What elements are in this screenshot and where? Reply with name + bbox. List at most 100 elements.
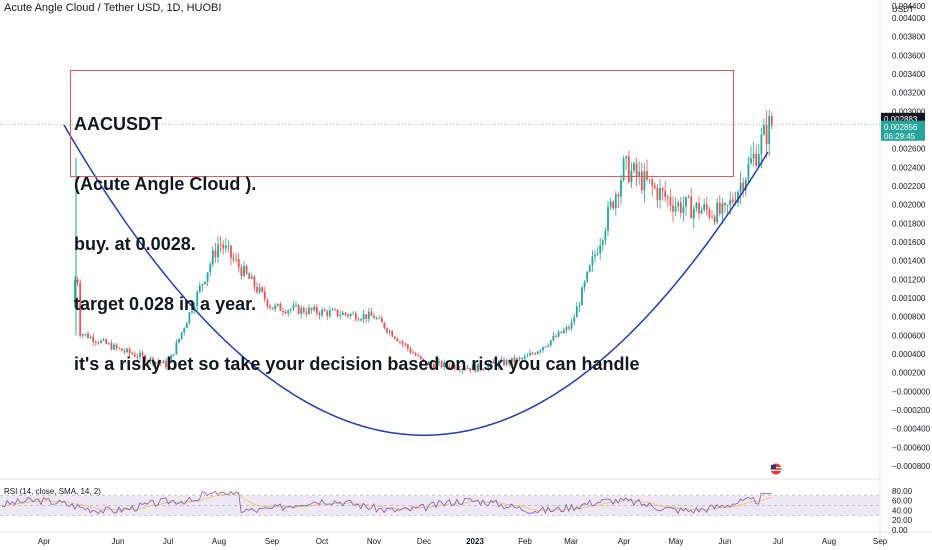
candle-body [695, 202, 698, 209]
time-tick-label: Jun [112, 537, 125, 546]
candle-body [651, 179, 654, 186]
candle-body [726, 205, 729, 207]
candle-body [633, 163, 635, 171]
candle-body [682, 206, 685, 213]
candle-body [149, 357, 152, 361]
candle-body [217, 244, 219, 258]
candle-body [750, 158, 752, 164]
candle-body [126, 348, 128, 353]
candle-body [302, 307, 305, 313]
price-tick-label: −0.000600 [892, 443, 931, 452]
candle-body [607, 206, 609, 231]
candle-body [417, 355, 420, 357]
candle-body [295, 305, 297, 307]
rsi-tick-label: 40.00 [892, 506, 913, 515]
time-tick-label: Sep [265, 537, 280, 546]
candle-body [627, 156, 630, 183]
candle-body [445, 362, 448, 367]
candle-body [367, 311, 370, 319]
candle-body [113, 344, 115, 350]
price-tick-label: 0.002600 [892, 145, 926, 154]
candle-body [458, 369, 461, 371]
candle-body [643, 171, 646, 191]
candle-body [354, 313, 357, 320]
candle-body [313, 306, 316, 311]
candle-body [365, 314, 368, 319]
annotation-box[interactable] [70, 70, 734, 177]
candle-body [659, 188, 661, 200]
candle-body [760, 134, 763, 155]
candle-body [737, 191, 739, 203]
candle-body [404, 343, 407, 345]
candle-body [708, 209, 711, 217]
candle-body [100, 340, 102, 344]
time-axis: Apr Jun Jul Aug Sep Oct Nov Dec 2023 Feb Mar Apr May… [38, 537, 888, 546]
time-tick-label: May [668, 537, 683, 546]
candle-body [742, 182, 745, 191]
candle-body [666, 196, 669, 198]
price-tick-label: 0.001200 [892, 275, 926, 284]
candle-body [765, 125, 768, 144]
candle-body [232, 257, 235, 260]
candle-body [250, 276, 253, 279]
candle-body [692, 208, 695, 219]
candle-body [409, 348, 412, 353]
candle-body [713, 216, 716, 223]
candle-body [482, 368, 485, 370]
candle-body [115, 344, 118, 348]
time-tick-label: Aug [212, 537, 226, 546]
candle-body [443, 362, 446, 367]
candle-body [653, 185, 656, 188]
candle-body [583, 281, 586, 288]
rsi-line [1, 490, 772, 515]
candle-body [544, 346, 547, 348]
candle-body [625, 156, 628, 159]
candle-body [399, 341, 401, 343]
candle-body [81, 334, 84, 336]
candle-body [534, 353, 537, 355]
candle-body [425, 360, 427, 366]
price-tick-label: 0.003000 [892, 107, 926, 116]
candle-body [183, 328, 186, 333]
candle-body [586, 271, 589, 282]
candle-body [378, 317, 381, 319]
candle-body [235, 259, 238, 261]
candle-body [648, 179, 651, 181]
candle-body [139, 352, 141, 358]
price-axis: 0.004400 0.004000 0.003800 0.003600 0.003400… [892, 2, 931, 471]
candle-body [154, 361, 157, 365]
candle-body [74, 279, 76, 308]
time-tick-label: Apr [38, 537, 51, 546]
candle-body [440, 361, 443, 367]
candle-body [274, 305, 277, 310]
candle-body [609, 201, 612, 207]
candle-body [347, 314, 349, 317]
last-price-text: 0.002883 [884, 115, 918, 124]
candle-body [711, 216, 713, 218]
candle-body [664, 190, 667, 197]
candle-body [716, 202, 719, 223]
candle-body [687, 196, 690, 198]
current-price-text: 0.002856 [884, 123, 918, 132]
candle-body [386, 328, 388, 333]
candle-body [547, 345, 550, 347]
candle-body [557, 331, 560, 337]
rsi-tick-label: 80.00 [892, 487, 913, 496]
candle-body [513, 357, 516, 363]
candle-body [531, 352, 534, 354]
candle-body [578, 305, 581, 307]
last-price-tag [881, 112, 925, 124]
candle-body [703, 204, 706, 210]
candle-body [258, 287, 261, 293]
candle-body [401, 341, 404, 344]
candle-body [412, 352, 414, 354]
candle-body [523, 356, 526, 359]
candle-body [269, 306, 271, 308]
candle-body [256, 287, 258, 293]
candle-body [604, 230, 607, 241]
candle-body [219, 244, 222, 246]
time-tick-label: Dec [417, 537, 431, 546]
candle-body [305, 312, 308, 314]
